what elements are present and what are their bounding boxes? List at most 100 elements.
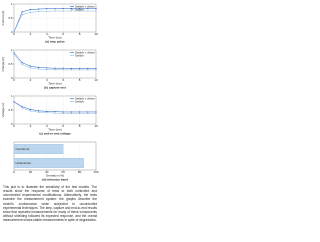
data-point bbox=[70, 7, 72, 10]
data-point bbox=[54, 10, 56, 12]
data-point bbox=[46, 67, 48, 69]
data-point bbox=[21, 14, 23, 16]
data-point bbox=[54, 69, 56, 71]
data-point bbox=[70, 67, 72, 70]
legend-label: Switch bbox=[75, 7, 84, 11]
data-point bbox=[87, 112, 89, 114]
x-tick-label: 40 bbox=[45, 170, 49, 174]
data-point bbox=[54, 112, 56, 114]
data-point bbox=[70, 69, 72, 71]
x-tick-label: 8 bbox=[79, 78, 81, 82]
data-point bbox=[13, 53, 15, 55]
legend-label: Switch bbox=[75, 99, 84, 103]
data-point bbox=[87, 10, 89, 12]
data-point bbox=[79, 10, 81, 12]
data-point bbox=[70, 10, 72, 12]
data-point bbox=[70, 112, 72, 114]
y-tick-label: 0 bbox=[11, 122, 13, 126]
data-point bbox=[46, 112, 48, 114]
y-tick-label: 0.5 bbox=[9, 16, 14, 20]
data-point bbox=[29, 11, 31, 13]
data-point bbox=[38, 10, 40, 13]
y-tick-label: 0.5 bbox=[9, 62, 14, 66]
legend-label: Switch bbox=[75, 53, 84, 57]
data-point bbox=[54, 67, 56, 69]
data-point bbox=[21, 107, 23, 109]
data-point bbox=[95, 67, 97, 70]
data-point bbox=[87, 69, 89, 71]
data-point bbox=[21, 106, 23, 108]
x-tick-label: 100 bbox=[93, 170, 98, 174]
data-point bbox=[38, 68, 40, 70]
data-point bbox=[38, 66, 40, 68]
data-point bbox=[46, 8, 48, 10]
data-point bbox=[62, 112, 64, 114]
x-tick-label: 0 bbox=[13, 124, 15, 128]
data-point bbox=[79, 112, 81, 114]
data-point bbox=[46, 10, 48, 12]
x-tick-label: 6 bbox=[62, 32, 64, 36]
data-point bbox=[29, 110, 31, 112]
data-point bbox=[29, 67, 31, 69]
data-point bbox=[21, 11, 23, 13]
data-point bbox=[46, 69, 48, 71]
chart-title: (c) end-to-end voltage bbox=[39, 131, 71, 135]
x-tick-label: 4 bbox=[46, 32, 48, 36]
x-tick-label: 4 bbox=[46, 78, 48, 82]
chart-title: (d) tolerance band bbox=[42, 177, 68, 181]
x-tick-label: 6 bbox=[62, 124, 64, 128]
y-tick-label: 1 bbox=[11, 2, 13, 6]
x-tick-label: 2 bbox=[30, 78, 32, 82]
data-point bbox=[95, 112, 97, 114]
data-point bbox=[79, 67, 81, 70]
legend-label: Switch + driver bbox=[75, 96, 95, 100]
data-point bbox=[95, 10, 97, 12]
chart-title: (a) step pulse bbox=[45, 39, 65, 43]
page: {"chart_data": [ {"type": "line", "title… bbox=[0, 0, 100, 242]
caption: This plot is to illustrate the sensitivi… bbox=[3, 185, 97, 223]
data-point bbox=[54, 111, 56, 113]
y-tick-label: 1 bbox=[11, 48, 13, 52]
x-tick-label: 10 bbox=[94, 124, 98, 128]
data-point bbox=[87, 111, 89, 113]
x-tick-label: 2 bbox=[30, 32, 32, 36]
x-tick-label: 60 bbox=[62, 170, 66, 174]
data-point bbox=[29, 65, 31, 67]
y-tick-label: 0.5 bbox=[9, 108, 14, 112]
category-label: Overshoot bbox=[16, 147, 30, 151]
data-point bbox=[29, 8, 31, 11]
data-point bbox=[13, 101, 15, 103]
x-tick-label: 4 bbox=[46, 124, 48, 128]
data-point bbox=[95, 69, 97, 71]
chart-title: (b) capture test bbox=[44, 85, 66, 89]
data-point bbox=[62, 111, 64, 113]
data-point bbox=[29, 108, 31, 111]
y-tick-label: 0 bbox=[11, 76, 13, 80]
data-point bbox=[21, 63, 23, 66]
data-point bbox=[38, 110, 40, 112]
x-axis-label: Time (ms) bbox=[48, 81, 61, 85]
x-tick-label: 0 bbox=[13, 78, 15, 82]
legend-label: Switch + driver bbox=[75, 4, 95, 8]
bar bbox=[13, 158, 84, 169]
x-tick-label: 20 bbox=[29, 170, 33, 174]
data-point bbox=[38, 8, 40, 10]
x-tick-label: 6 bbox=[62, 78, 64, 82]
data-point bbox=[54, 8, 56, 10]
data-point bbox=[62, 69, 64, 71]
x-tick-label: 2 bbox=[30, 124, 32, 128]
x-axis-label: Deviation (%) bbox=[46, 173, 64, 177]
category-label: Undershoot bbox=[16, 161, 32, 165]
x-tick-label: 8 bbox=[79, 124, 81, 128]
x-axis-label: Time (ms) bbox=[48, 127, 61, 131]
x-tick-label: 0 bbox=[13, 32, 15, 36]
data-point bbox=[87, 7, 89, 10]
bar bbox=[13, 144, 64, 155]
data-point bbox=[46, 110, 48, 112]
data-point bbox=[87, 67, 89, 70]
data-point bbox=[95, 7, 97, 10]
data-point bbox=[62, 10, 64, 12]
y-tick-label: 0 bbox=[11, 30, 13, 34]
data-point bbox=[13, 31, 15, 33]
